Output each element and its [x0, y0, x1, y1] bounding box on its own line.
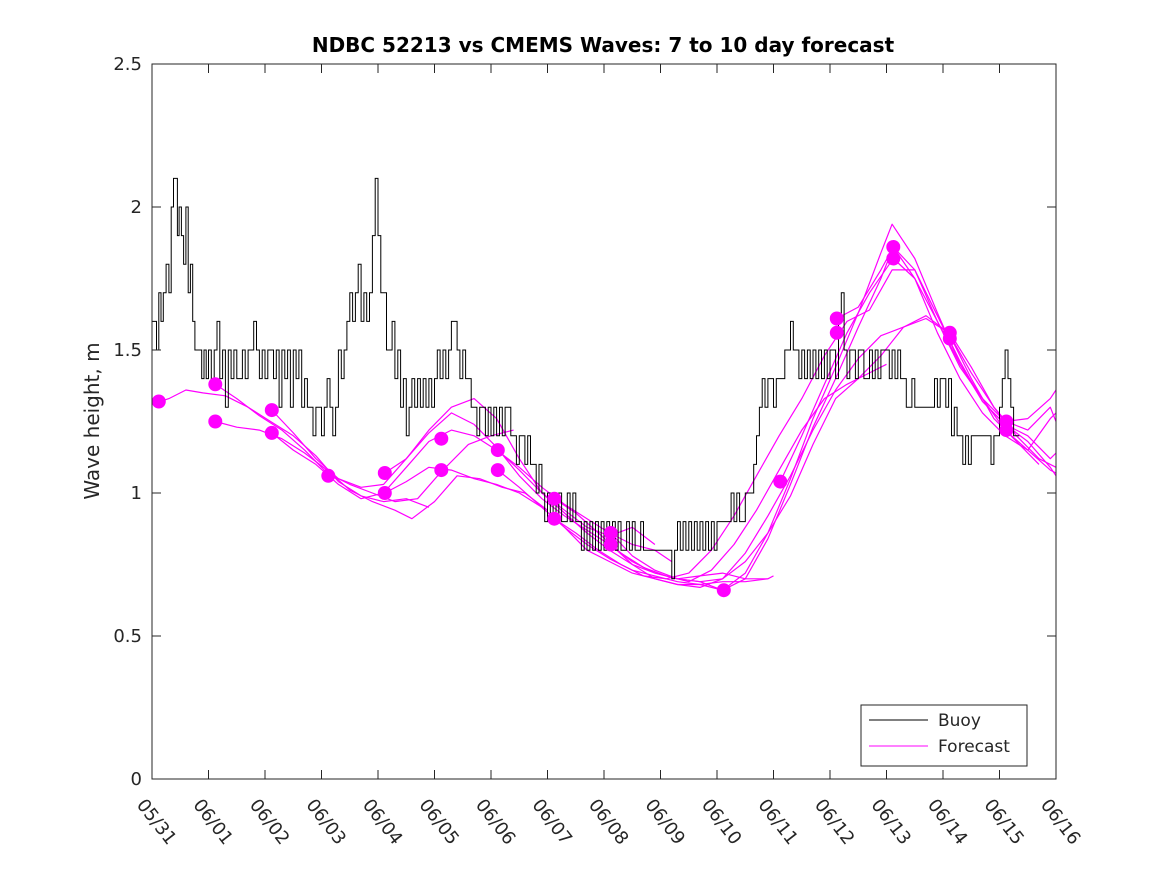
y-tick-label: 0.5 [113, 626, 142, 647]
forecast-run-line [497, 315, 1057, 589]
forecast-start-marker [434, 431, 449, 446]
forecast-run-line [151, 389, 430, 508]
forecast-start-marker [886, 251, 901, 266]
forecast-start-marker [829, 325, 844, 340]
forecast-start-marker [377, 466, 392, 480]
forecast-start-marker [208, 414, 223, 429]
forecast-run-line [214, 383, 514, 503]
legend-box [860, 704, 1028, 767]
forecast-start-marker [264, 425, 279, 440]
forecast-start-marker [151, 394, 166, 409]
forecast-start-marker [716, 583, 731, 598]
y-tick-label: 1.5 [113, 340, 142, 361]
forecast-start-marker [377, 486, 392, 500]
y-tick-label: 1 [131, 483, 142, 504]
y-axis-label: Wave height, m [80, 342, 104, 499]
forecast-start-marker [208, 377, 223, 392]
y-tick-label: 0 [131, 769, 142, 790]
forecast-markers [151, 240, 1014, 598]
legend-buoy-label: Buoy [938, 711, 981, 731]
legend-forecast-label: Forecast [938, 737, 1010, 757]
forecast-start-marker [547, 491, 562, 506]
forecast-start-marker [829, 311, 844, 326]
forecast-start-marker [773, 474, 788, 489]
forecast-run-line [779, 257, 1057, 482]
forecast-start-marker [490, 463, 505, 478]
forecast-start-marker [603, 537, 618, 552]
forecast-start-marker [321, 468, 336, 483]
forecast-start-marker [547, 511, 562, 526]
plot-area [152, 64, 1056, 779]
y-tick-label: 2 [131, 197, 142, 218]
legend: Buoy Forecast [860, 704, 1028, 767]
forecast-start-marker [434, 463, 449, 478]
chart-title: NDBC 52213 vs CMEMS Waves: 7 to 10 day f… [312, 33, 895, 57]
y-tick-label: 2.5 [113, 54, 142, 75]
forecast-start-marker [942, 331, 957, 346]
forecast-run-line [610, 223, 1057, 591]
forecast-start-marker [999, 423, 1014, 438]
plot-series-group [151, 177, 1057, 598]
y-axis-ticks: 0 0.5 1 1.5 2 2.5 [113, 54, 1056, 790]
forecast-start-marker [264, 403, 279, 418]
forecast-start-marker [490, 443, 505, 458]
